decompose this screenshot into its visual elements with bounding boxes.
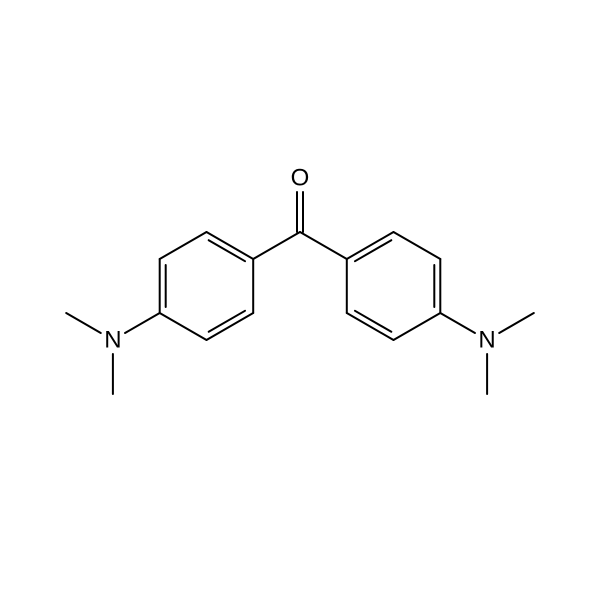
atom-label-n: N [478, 327, 495, 354]
bond-line [253, 232, 300, 259]
bond-line [347, 313, 394, 340]
bond-line [160, 232, 207, 259]
bond-line [440, 313, 475, 333]
atom-label-o: O [291, 165, 310, 192]
atom-label-n: N [104, 327, 121, 354]
bond-line [207, 232, 254, 259]
bond-line [347, 232, 394, 259]
bond-line [499, 313, 534, 333]
molecule-diagram: O N N [0, 0, 600, 600]
bond-line [207, 313, 254, 340]
bond-line [66, 313, 101, 333]
bond-line [394, 313, 441, 340]
bond-line [300, 232, 347, 259]
bond-line [160, 313, 207, 340]
bond-line [394, 232, 441, 259]
bond-line [125, 313, 160, 333]
